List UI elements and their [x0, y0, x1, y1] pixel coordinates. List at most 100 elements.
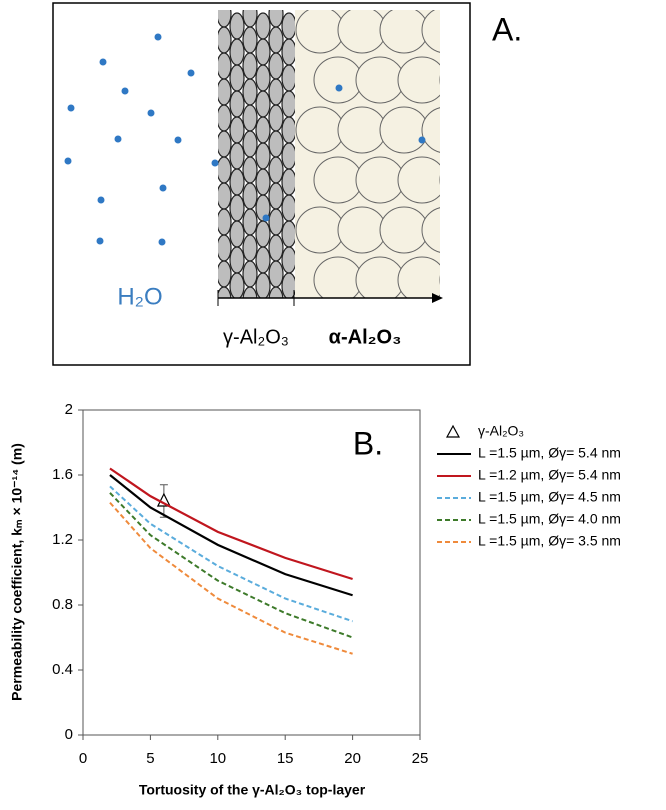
arrow-head [432, 293, 443, 303]
gamma-label: γ-Al₂O₃ [223, 326, 289, 348]
series-line [109, 492, 353, 639]
legend-symbol [445, 424, 461, 438]
alpha-grain [379, 206, 429, 254]
gamma-grain [242, 182, 258, 210]
series-line [109, 474, 353, 597]
alpha-grain [337, 10, 387, 54]
gamma-grain [281, 220, 295, 248]
x-tick-label: 15 [277, 750, 294, 767]
alpha-grain [313, 256, 363, 298]
gamma-grain [218, 156, 232, 184]
gamma-grain [229, 12, 245, 40]
water-dot [147, 109, 155, 117]
legend-label: L =1.5 µm, Øγ= 5.4 nm [478, 445, 621, 461]
water-dot [121, 87, 129, 95]
plot-frame [82, 409, 421, 736]
alpha-grain [313, 156, 363, 204]
gamma-grain [229, 90, 245, 118]
gamma-grain [268, 130, 284, 158]
gamma-grain [242, 234, 258, 262]
gamma-grain [229, 220, 245, 248]
water-dot [158, 238, 166, 246]
alpha-grain [337, 206, 387, 254]
gamma-grain [229, 142, 245, 170]
water-molecules [64, 33, 426, 246]
gamma-grain [281, 194, 295, 222]
gamma-grain [242, 208, 258, 236]
water-dot [262, 214, 270, 222]
x-tick-label: 0 [79, 750, 87, 767]
gamma-grain [281, 90, 295, 118]
gamma-grain [281, 246, 295, 274]
gamma-grain [255, 12, 271, 40]
water-dot [159, 184, 167, 192]
water-dot [154, 33, 162, 41]
water-dot [211, 159, 219, 167]
gamma-grain [242, 156, 258, 184]
y-tick-label: 2 [65, 401, 73, 418]
gamma-grain [242, 26, 258, 54]
gamma-grain [268, 208, 284, 236]
water-dot [335, 84, 343, 92]
water-dot [96, 237, 104, 245]
alpha-grain [295, 206, 345, 254]
water-dot [64, 157, 72, 165]
alpha-grain [355, 256, 405, 298]
gamma-grain [218, 182, 232, 210]
panel-a-label: A. [492, 11, 522, 47]
gamma-grain [229, 272, 245, 298]
water-dot [187, 69, 195, 77]
water-label: H₂O [117, 283, 162, 310]
alpha-grain [397, 56, 440, 104]
water-dot [99, 58, 107, 66]
gamma-grain [281, 38, 295, 66]
alpha-grains [295, 10, 440, 298]
water-dot [97, 196, 105, 204]
gamma-grain [268, 26, 284, 54]
gamma-grain [229, 194, 245, 222]
gamma-grain [218, 208, 232, 236]
water-dot [67, 104, 75, 112]
alpha-grain [379, 10, 429, 54]
gamma-grain [242, 260, 258, 288]
water-dot [174, 136, 182, 144]
x-axis-title: Tortuosity of the γ-Al₂O₃ top-layer [139, 782, 366, 798]
gamma-grain [242, 286, 258, 298]
gamma-grain [268, 52, 284, 80]
alpha-grain [421, 207, 440, 253]
series-line [109, 501, 353, 655]
gamma-grain [229, 246, 245, 274]
gamma-grain [218, 104, 232, 132]
gamma-grain [242, 104, 258, 132]
gamma-grain [229, 38, 245, 66]
gamma-grain [242, 78, 258, 106]
gamma-grains [218, 10, 295, 298]
alpha-grain [337, 106, 387, 154]
gamma-grain [281, 12, 295, 40]
alpha-label: α-Al₂O₃ [329, 326, 402, 348]
gamma-grain [255, 220, 271, 248]
gamma-grain [255, 90, 271, 118]
gamma-grain [268, 104, 284, 132]
x-tick-label: 5 [146, 750, 154, 767]
gamma-grain [229, 116, 245, 144]
y-axis-title: Permeability coefficient, kₘ × 10⁻¹⁴ (m) [9, 443, 25, 701]
panel-b-label: B. [353, 425, 383, 461]
alpha-grain [295, 106, 345, 154]
legend-label: L =1.2 µm, Øγ= 5.4 nm [478, 467, 621, 483]
gamma-grain [242, 130, 258, 158]
alpha-grain [397, 256, 440, 298]
gamma-grain [255, 142, 271, 170]
water-dot [114, 135, 122, 143]
gamma-grain [229, 64, 245, 92]
gamma-grain [281, 272, 295, 298]
gamma-grain [268, 286, 284, 298]
data-point [156, 492, 171, 507]
legend-label: L =1.5 µm, Øγ= 3.5 nm [478, 533, 621, 549]
alpha-grain [355, 156, 405, 204]
gamma-grain [218, 78, 232, 106]
gamma-grain [268, 260, 284, 288]
gamma-grain [255, 38, 271, 66]
gamma-grain [218, 286, 232, 298]
